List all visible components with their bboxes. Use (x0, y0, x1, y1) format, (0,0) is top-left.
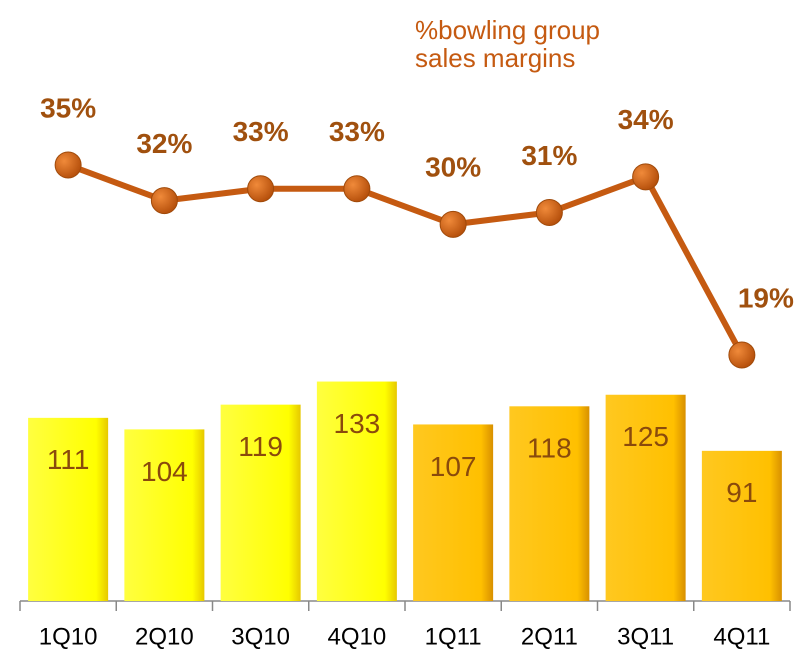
line-point (150, 187, 178, 215)
bar (701, 450, 782, 601)
line-point (632, 163, 660, 191)
line-label: 34% (618, 104, 674, 135)
bar (605, 394, 686, 601)
line-point (535, 198, 563, 226)
bar (124, 429, 205, 601)
line-point (343, 175, 371, 203)
bar-label: 91 (726, 477, 757, 508)
line-point (439, 210, 467, 238)
line-label: 30% (425, 152, 481, 183)
x-tick-label: 1Q10 (39, 623, 98, 650)
bar (28, 417, 109, 601)
line-label: 31% (521, 140, 577, 171)
bar-label: 107 (430, 451, 477, 482)
x-tick-label: 4Q10 (328, 623, 387, 650)
line-point (54, 151, 82, 179)
bar-label: 133 (334, 408, 381, 439)
x-tick-label: 1Q11 (425, 623, 482, 650)
bar (220, 404, 301, 601)
bar (316, 381, 397, 601)
bar-label: 125 (622, 421, 669, 452)
line-point (247, 175, 275, 203)
bar (509, 406, 590, 601)
line-label: 35% (40, 92, 96, 123)
x-tick-label: 2Q10 (135, 623, 194, 650)
bar-label: 119 (238, 431, 283, 462)
x-tick-label: 3Q11 (617, 623, 674, 650)
line-point (728, 341, 756, 369)
bar-label: 111 (47, 444, 90, 475)
annotation-line: sales margins (415, 43, 575, 73)
line-label: 19% (738, 282, 794, 313)
bar-label: 118 (527, 433, 572, 464)
x-tick-label: 3Q10 (231, 623, 290, 650)
x-tick-label: 4Q11 (713, 623, 770, 650)
line-label: 33% (329, 116, 385, 147)
bar-label: 104 (141, 456, 188, 487)
x-tick-label: 2Q11 (521, 623, 578, 650)
bar (413, 424, 494, 601)
line-label: 33% (233, 116, 289, 147)
line-label: 32% (136, 128, 192, 159)
line (67, 162, 745, 357)
annotation-line: %bowling group (415, 15, 600, 45)
